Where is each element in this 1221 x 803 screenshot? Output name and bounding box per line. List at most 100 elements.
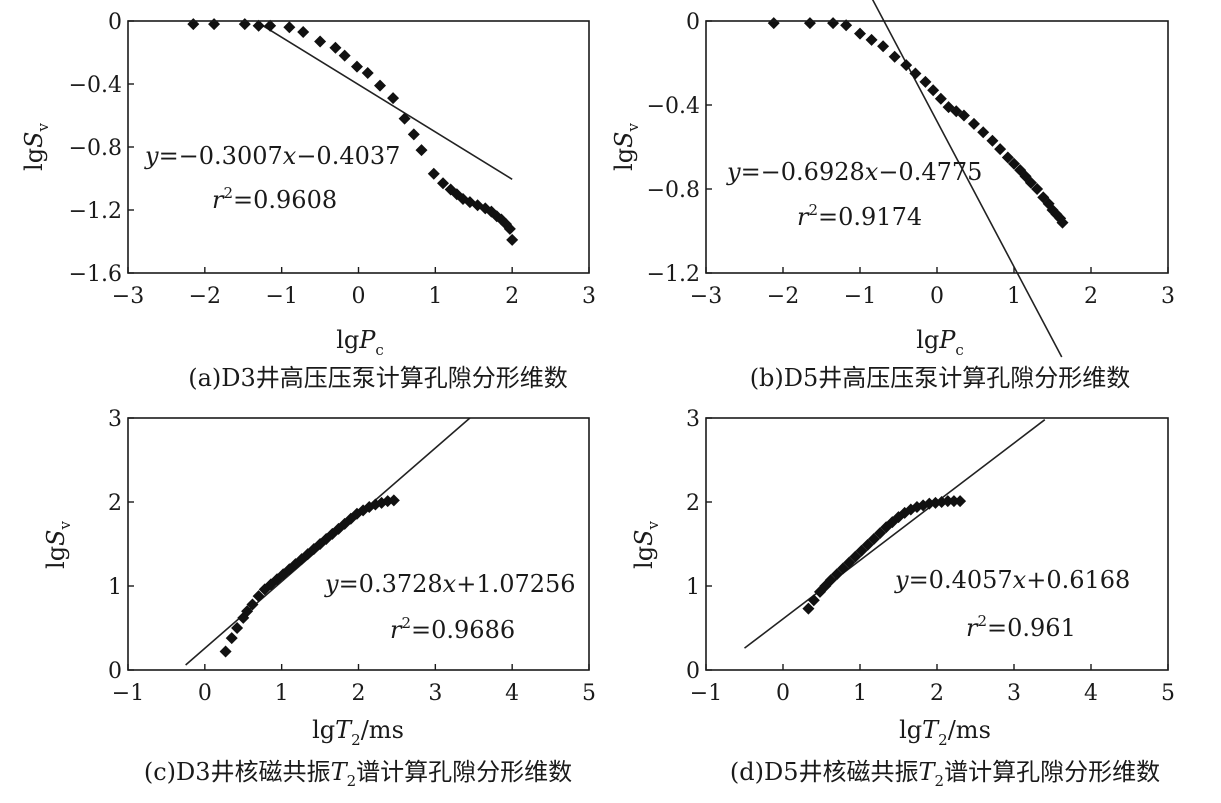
x-tick-label: 5 [1161, 681, 1175, 706]
x-tick-label: −3 [112, 284, 144, 309]
x-tick-label: 4 [505, 681, 519, 706]
x-tick-label: 2 [930, 681, 944, 706]
x-tick-label: −2 [189, 284, 221, 309]
data-point [941, 495, 954, 508]
data-point [500, 218, 513, 231]
data-point [415, 144, 428, 157]
data-point [802, 602, 815, 615]
y-tick-label: 2 [686, 491, 700, 516]
x-tick-label: −1 [265, 284, 297, 309]
regression-equation: y=0.4057x+0.6168 [894, 566, 1130, 594]
plot-frame [705, 417, 1169, 671]
data-point [927, 84, 940, 97]
y-tick-label: 3 [108, 407, 122, 432]
x-tick-label: 4 [1084, 681, 1098, 706]
data-point [954, 495, 967, 508]
data-point [187, 18, 200, 31]
data-point [855, 544, 868, 557]
data-point [506, 233, 519, 246]
x-tick-label: 0 [198, 681, 212, 706]
x-tick-label: 0 [776, 681, 790, 706]
data-point [387, 92, 400, 105]
data-point [767, 17, 780, 30]
r-squared: r2=0.961 [966, 612, 1076, 642]
x-axis-label: lgPc [916, 326, 964, 359]
y-tick-label: 0 [108, 659, 122, 684]
panel-caption: (b)D5井高压压泵计算孔隙分形维数 [750, 364, 1131, 392]
data-point [840, 19, 853, 32]
regression-equation: y=−0.6928x−0.4775 [726, 158, 982, 186]
x-tick-label: −3 [690, 284, 722, 309]
x-tick-label: −2 [767, 284, 799, 309]
x-tick-label: −1 [112, 681, 144, 706]
data-point [874, 527, 887, 540]
data-point [387, 494, 400, 507]
y-tick-label: 3 [686, 407, 700, 432]
data-point [246, 598, 259, 611]
data-point [877, 40, 890, 53]
data-point [329, 41, 342, 54]
data-point [909, 67, 922, 80]
y-tick-label: 0 [108, 10, 122, 35]
data-point [1024, 176, 1037, 189]
r-squared: r2=0.9686 [390, 614, 515, 644]
data-point [827, 17, 840, 30]
data-point [241, 605, 254, 618]
x-tick-label: 0 [930, 284, 944, 309]
data-point [361, 66, 374, 79]
x-axis-label: lgPc [336, 326, 384, 359]
y-tick-label: 0 [686, 10, 700, 35]
data-point [231, 622, 244, 634]
data-point [1031, 183, 1044, 195]
x-tick-label: 0 [352, 284, 366, 309]
y-tick-label: −1.2 [647, 262, 700, 287]
r-squared: r2=0.9174 [797, 201, 922, 231]
y-tick-label: −0.8 [69, 136, 122, 161]
x-tick-label: 3 [582, 284, 596, 309]
data-point [238, 18, 251, 31]
data-point [803, 17, 816, 30]
data-point [503, 222, 516, 235]
data-point [374, 79, 387, 92]
x-tick-label: 1 [428, 284, 442, 309]
data-point [283, 21, 296, 34]
data-point [830, 568, 843, 581]
data-point [225, 632, 238, 645]
y-tick-label: 2 [108, 491, 122, 516]
x-tick-label: 2 [505, 284, 519, 309]
data-point [934, 92, 947, 105]
data-point [854, 27, 866, 40]
x-tick-label: 5 [582, 681, 596, 706]
y-axis-label: lgSv [42, 520, 74, 569]
data-point [437, 177, 450, 190]
data-point [264, 19, 277, 32]
y-tick-label: 0 [686, 659, 700, 684]
data-point [427, 167, 440, 180]
y-axis-label: lgSv [20, 122, 52, 171]
data-point [219, 645, 232, 658]
data-point [865, 33, 878, 46]
regression-equation: y=0.3728x+1.07256 [324, 570, 576, 598]
panel-b: −3 −2 −1 0 1 2 3 0 −0.4 −0.8 −1.2 y=−0.6928x−0.477… [610, 0, 1175, 392]
data-point [837, 562, 850, 575]
r-squared: r2=0.9608 [212, 184, 337, 214]
panel-caption: (d)D5井核磁共振T2谱计算孔隙分形维数 [730, 758, 1160, 790]
data-point [350, 60, 363, 73]
data-point [919, 75, 932, 88]
y-tick-label: −0.4 [647, 94, 700, 119]
x-tick-label: −1 [690, 681, 722, 706]
data-point [986, 134, 999, 147]
y-tick-label: 1 [108, 575, 122, 600]
y-tick-label: −1.6 [69, 262, 122, 287]
data-point [824, 574, 837, 587]
panel-a: −3 −2 −1 0 1 2 3 0 −0.4 −0.8 −1.2 −1.6 y=−0.3007x−0… [20, 10, 596, 392]
fit-line [262, 24, 513, 180]
x-tick-label: 3 [1161, 284, 1175, 309]
data-point [867, 532, 880, 545]
data-point [208, 18, 221, 31]
data-point [398, 112, 411, 125]
data-point [1014, 164, 1027, 177]
data-point [977, 126, 990, 139]
